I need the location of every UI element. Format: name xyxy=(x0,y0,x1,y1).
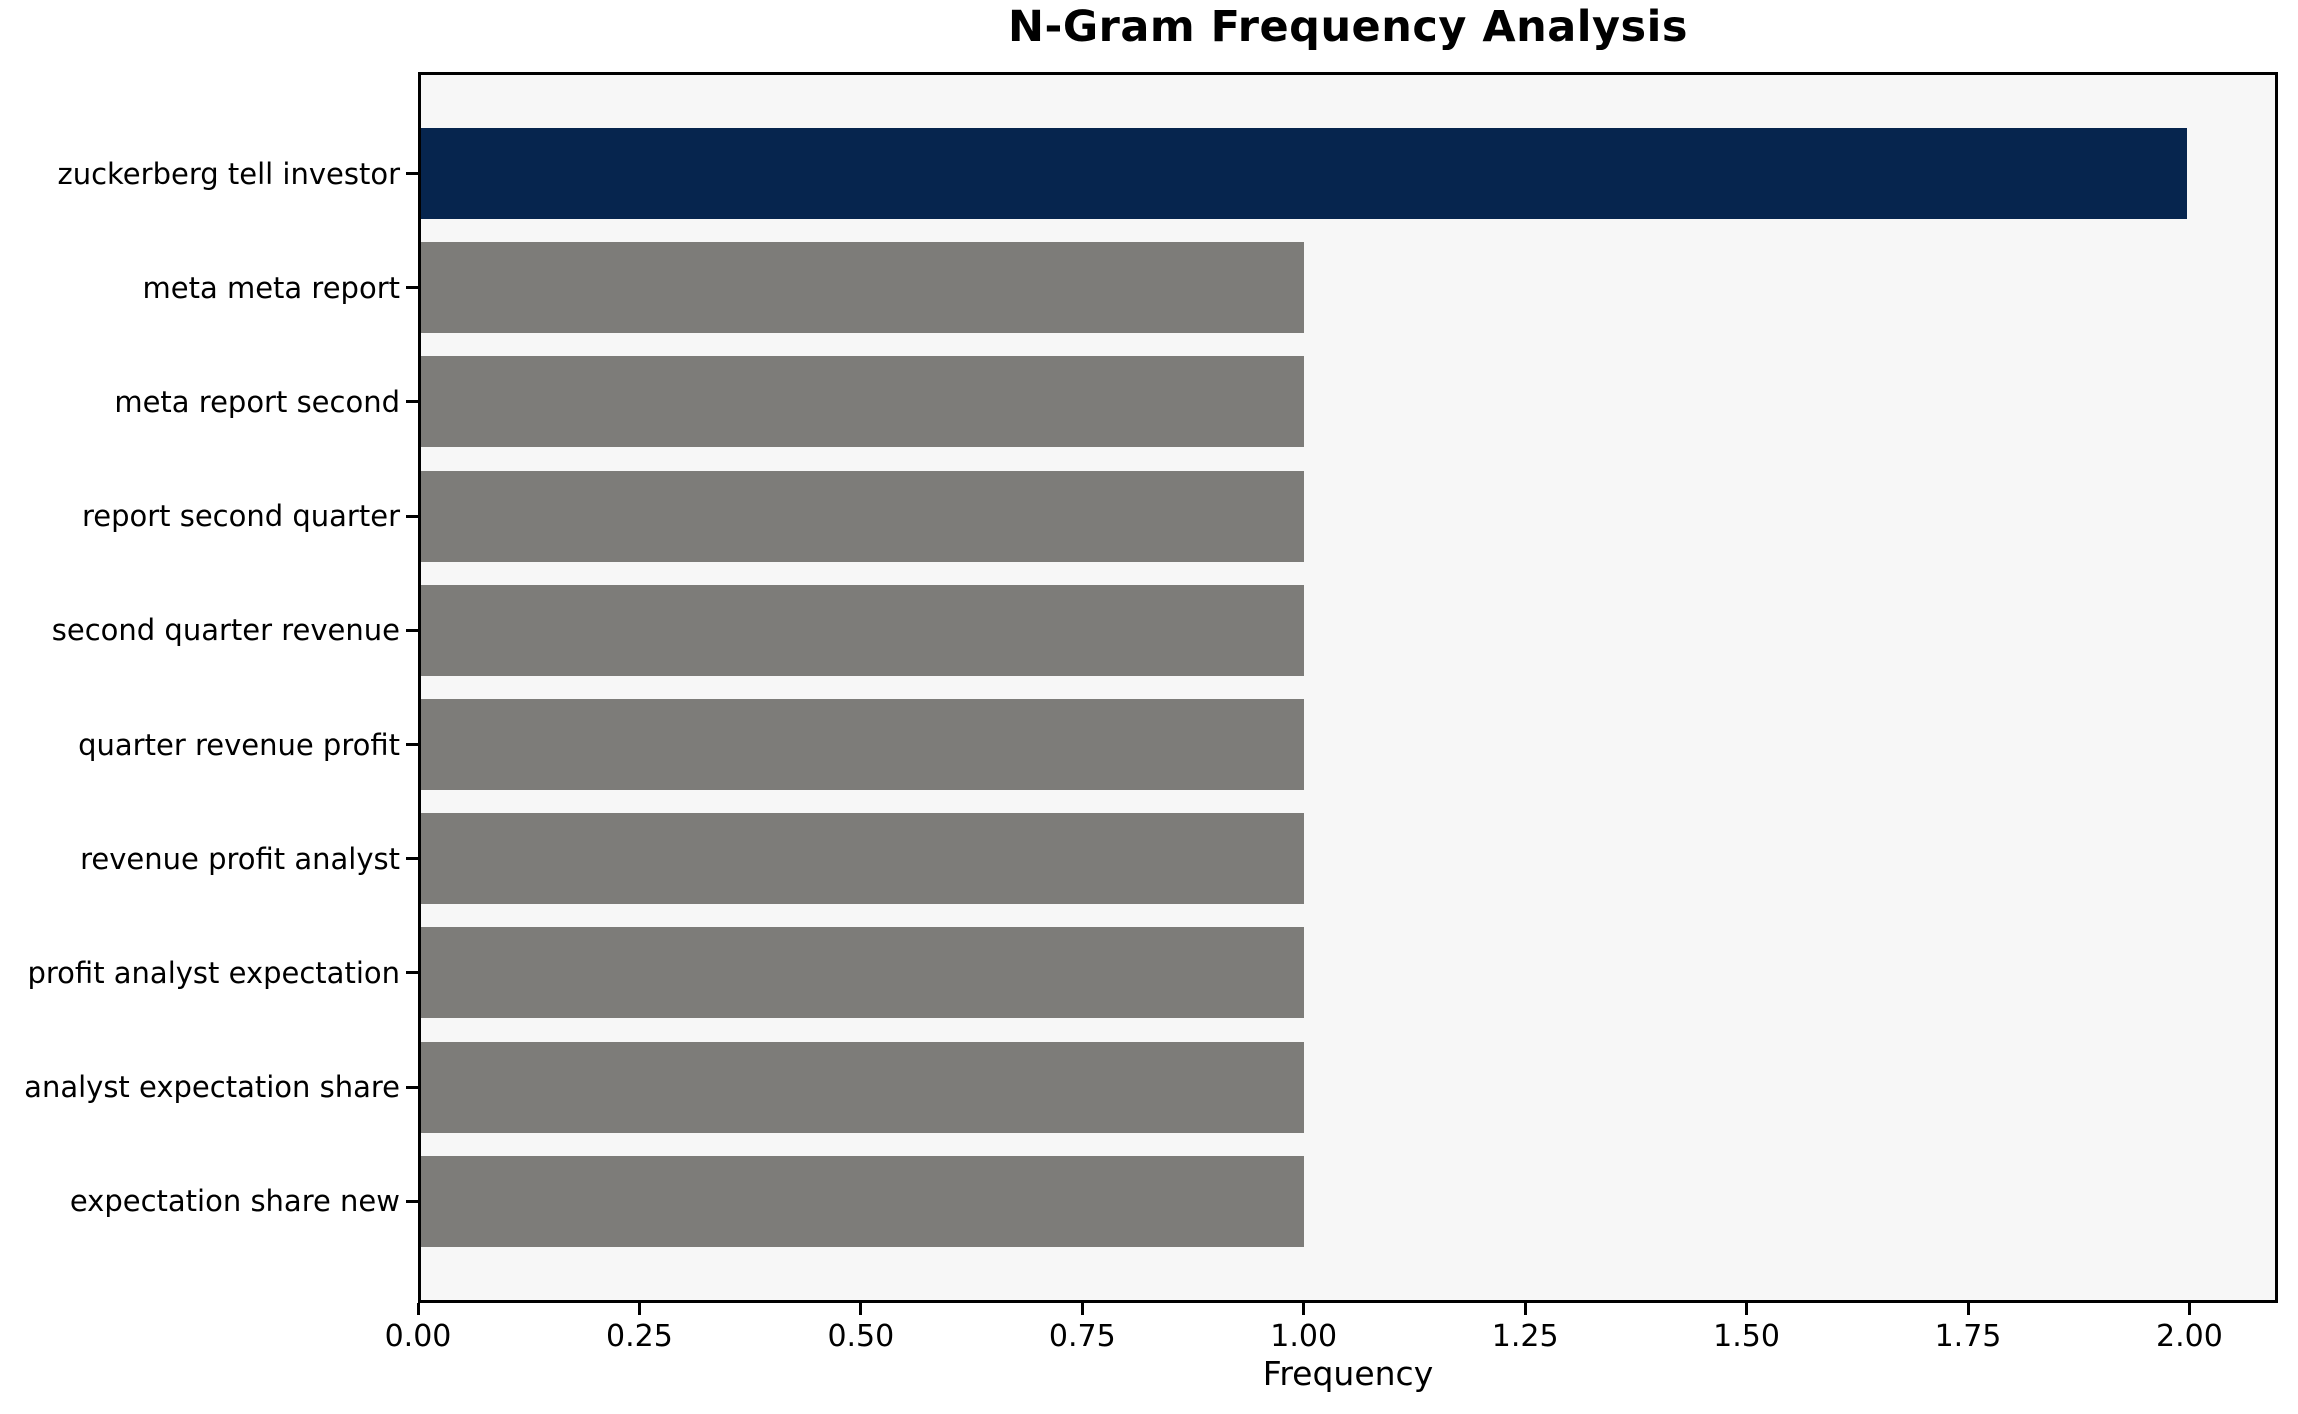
x-axis-tick xyxy=(1523,1303,1527,1315)
x-axis-tick-label: 0.50 xyxy=(827,1319,895,1354)
y-axis-tick xyxy=(406,1085,418,1089)
x-axis-tick-label: 1.75 xyxy=(1934,1319,2002,1354)
bar xyxy=(421,1155,1304,1247)
bar xyxy=(421,927,1304,1019)
x-axis-tick-label: 1.00 xyxy=(1270,1319,1338,1354)
bar xyxy=(421,470,1304,562)
x-axis-tick-label: 0.00 xyxy=(384,1319,452,1354)
bar xyxy=(421,699,1304,790)
y-axis-tick xyxy=(406,971,418,975)
plot-area xyxy=(418,72,2278,1303)
x-axis-tick-label: 1.25 xyxy=(1491,1319,1559,1354)
y-axis-tick xyxy=(406,514,418,518)
y-axis-tick xyxy=(406,400,418,404)
x-axis-tick-label: 2.00 xyxy=(2156,1319,2223,1354)
x-axis-tick xyxy=(1966,1303,1970,1315)
x-axis-title: Frequency xyxy=(1262,1354,1434,1393)
x-axis-tick xyxy=(416,1303,420,1315)
y-axis-label: zuckerberg tell investor xyxy=(57,156,401,191)
y-axis-tick xyxy=(406,286,418,290)
y-axis-label: quarter revenue profit xyxy=(78,727,400,762)
y-axis-tick xyxy=(406,172,418,175)
bar xyxy=(421,128,2187,219)
x-axis-tick xyxy=(637,1303,641,1315)
x-axis-tick xyxy=(859,1303,863,1315)
y-axis-label: expectation share new xyxy=(69,1184,400,1219)
x-axis-tick xyxy=(1302,1303,1306,1315)
x-axis-tick xyxy=(1080,1303,1084,1315)
y-axis-label: meta report second xyxy=(114,384,400,419)
chart-title: N-Gram Frequency Analysis xyxy=(1008,2,1688,52)
bar xyxy=(421,584,1304,676)
y-axis-label: analyst expectation share xyxy=(24,1070,400,1105)
x-axis-tick xyxy=(2187,1303,2191,1315)
y-axis-tick xyxy=(406,628,418,632)
bar xyxy=(421,1041,1304,1133)
y-axis-tick xyxy=(406,857,418,861)
y-axis-tick xyxy=(406,1199,418,1203)
x-axis-tick xyxy=(1745,1303,1749,1315)
x-axis-tick-label: 1.50 xyxy=(1713,1319,1780,1354)
x-axis-tick-label: 0.75 xyxy=(1048,1319,1116,1354)
x-axis-tick-label: 0.25 xyxy=(606,1319,673,1354)
y-axis-label: report second quarter xyxy=(81,499,400,534)
bar xyxy=(421,242,1304,334)
bar xyxy=(421,813,1304,905)
y-axis-tick xyxy=(406,743,418,746)
bar xyxy=(421,356,1304,448)
y-axis-label: revenue profit analyst xyxy=(80,841,400,876)
y-axis-label: meta meta report xyxy=(142,270,400,305)
y-axis-label: profit analyst expectation xyxy=(27,955,400,990)
y-axis-label: second quarter revenue xyxy=(51,613,400,648)
